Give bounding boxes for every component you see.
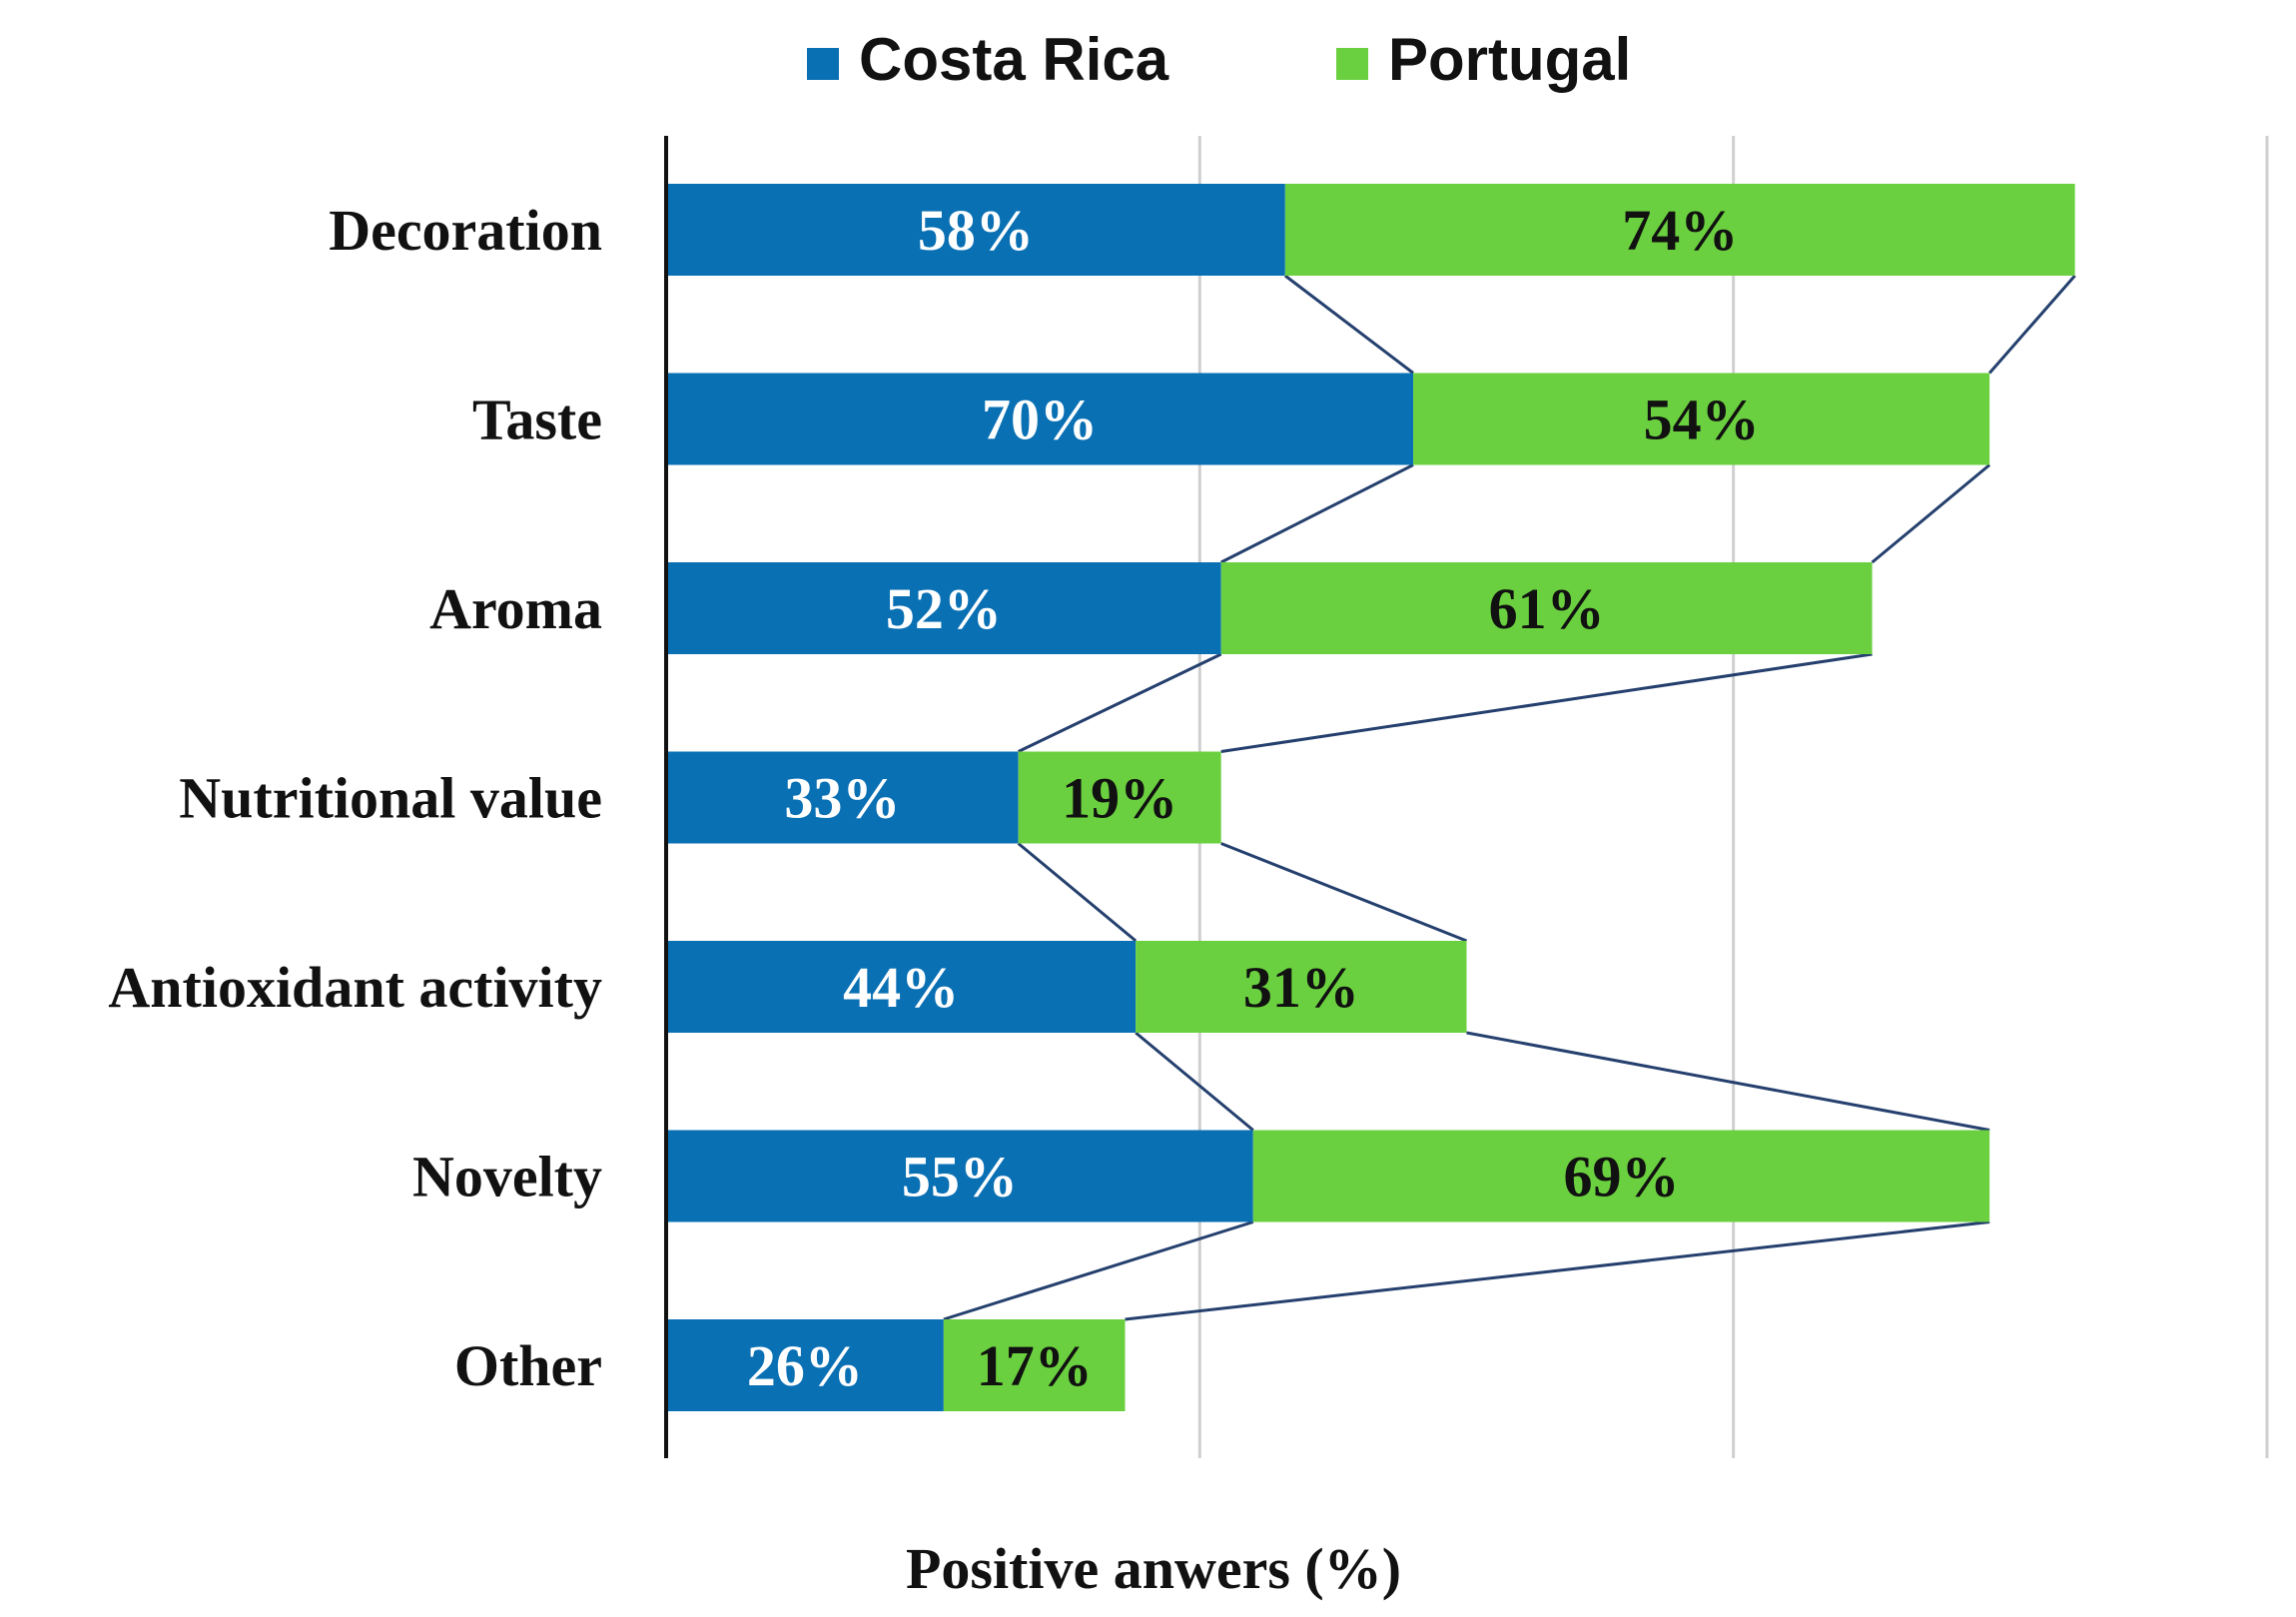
series-line-costa-rica-5: [943, 1220, 1254, 1321]
bar-portugal-aroma: [1220, 562, 1873, 654]
category-label-antioxidant-activity: Antioxidant activity: [108, 955, 602, 1020]
bar-costa-rica-other: [666, 1319, 944, 1411]
bar-costa-rica-nutritional-value: [666, 751, 1019, 844]
series-lines: [943, 274, 2076, 1321]
category-label-aroma: Aroma: [429, 576, 602, 641]
bar-portugal-nutritional-value: [1018, 751, 1221, 844]
legend: Costa Rica Portugal: [807, 26, 1631, 93]
data-label-costa-rica-aroma: 52%: [886, 576, 1002, 641]
data-label-portugal-other: 17%: [977, 1333, 1093, 1398]
series-line-portugal-1: [1871, 463, 1991, 564]
bar-costa-rica-aroma: [666, 562, 1221, 654]
legend-label-costa-rica: Costa Rica: [859, 26, 1169, 93]
bar-costa-rica-taste: [666, 373, 1414, 465]
category-label-decoration: Decoration: [329, 198, 602, 263]
data-label-portugal-aroma: 61%: [1489, 576, 1605, 641]
series-line-costa-rica-1: [1220, 463, 1414, 564]
bar-costa-rica-novelty: [666, 1130, 1253, 1222]
series-line-portugal-5: [1125, 1220, 1990, 1321]
series-line-portugal-2: [1220, 652, 1873, 753]
category-label-taste: Taste: [472, 388, 602, 452]
bar-portugal-novelty: [1252, 1130, 1990, 1222]
legend-label-portugal: Portugal: [1388, 26, 1631, 93]
bar-portugal-other: [943, 1319, 1126, 1411]
bar-costa-rica-decoration: [666, 184, 1285, 276]
data-label-costa-rica-other: 26%: [747, 1333, 863, 1398]
bar-portugal-taste: [1413, 373, 1990, 465]
data-label-costa-rica-novelty: 55%: [902, 1145, 1018, 1210]
data-label-costa-rica-decoration: 58%: [918, 198, 1034, 263]
bars: [666, 184, 2075, 1411]
x-axis-title: Positive anwers (%): [906, 1536, 1401, 1601]
data-label-portugal-antioxidant-activity: 31%: [1243, 955, 1359, 1020]
data-label-portugal-decoration: 74%: [1622, 198, 1738, 263]
data-label-portugal-novelty: 69%: [1563, 1145, 1679, 1210]
bar-portugal-decoration: [1284, 184, 2075, 276]
legend-swatch-costa-rica: [807, 48, 839, 80]
series-line-costa-rica-3: [1017, 842, 1138, 943]
category-label-other: Other: [454, 1333, 602, 1398]
data-label-portugal-nutritional-value: 19%: [1062, 766, 1177, 831]
series-line-costa-rica-4: [1135, 1031, 1254, 1132]
bar-costa-rica-antioxidant-activity: [666, 941, 1137, 1033]
legend-swatch-portugal: [1336, 48, 1368, 80]
series-line-portugal-4: [1466, 1031, 1990, 1132]
data-labels: 58% 74% 70% 54% 52% 61% 33% 19% 44% 31% 55% 69% 26% 1…: [747, 198, 1760, 1398]
bar-portugal-antioxidant-activity: [1136, 941, 1467, 1033]
series-line-portugal-3: [1220, 842, 1468, 943]
data-label-costa-rica-nutritional-value: 33%: [784, 766, 900, 831]
data-label-costa-rica-taste: 70%: [982, 388, 1098, 452]
category-label-novelty: Novelty: [412, 1145, 602, 1210]
series-line-costa-rica-0: [1283, 274, 1414, 375]
data-label-costa-rica-antioxidant-activity: 44%: [843, 955, 959, 1020]
category-labels: Decoration Taste Aroma Nutritional value Ant…: [108, 198, 602, 1398]
series-line-portugal-0: [1988, 275, 2076, 375]
category-label-nutritional-value: Nutritional value: [179, 766, 602, 831]
data-label-portugal-taste: 54%: [1644, 388, 1760, 452]
series-line-costa-rica-2: [1018, 652, 1222, 753]
